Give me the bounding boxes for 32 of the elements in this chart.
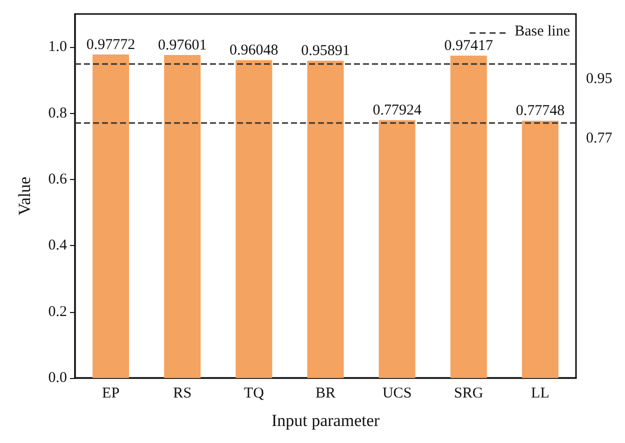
data-label: 0.97417 <box>444 38 494 54</box>
text: 0.0 <box>48 370 67 386</box>
text: 0.2 <box>48 304 67 320</box>
x-tick-label: SRG <box>454 386 484 402</box>
ref-line-label: 0.77 <box>586 130 613 147</box>
x-tick-label: UCS <box>382 386 412 402</box>
bar <box>164 55 201 378</box>
text: 0.4 <box>48 238 67 254</box>
x-axis-title: Input parameter <box>271 411 380 430</box>
data-label: 0.97772 <box>86 36 136 53</box>
bar <box>522 120 558 378</box>
text: 0.6 <box>48 171 67 188</box>
annotation: Base line <box>514 24 570 40</box>
bar <box>92 54 130 378</box>
bar <box>307 60 344 378</box>
y-axis-title: Value <box>15 176 34 216</box>
text: 0.8 <box>48 105 67 122</box>
x-tick-label: RS <box>173 386 192 402</box>
data-label: 0.77924 <box>372 102 422 119</box>
data-label: 0.95891 <box>301 43 350 60</box>
text: 1.0 <box>48 39 67 56</box>
x-tick-label: EP <box>102 386 120 402</box>
x-tick-label: TQ <box>244 386 264 402</box>
data-label: 0.96048 <box>230 42 278 59</box>
data-label: 0.97601 <box>158 38 207 54</box>
bar <box>236 60 272 378</box>
x-tick-label: BR <box>315 386 336 402</box>
ref-line-label: 0.95 <box>586 71 612 88</box>
x-tick-label: LL <box>531 386 550 402</box>
bar <box>450 56 487 378</box>
data-label: 0.77748 <box>516 103 565 120</box>
bar <box>378 120 416 378</box>
